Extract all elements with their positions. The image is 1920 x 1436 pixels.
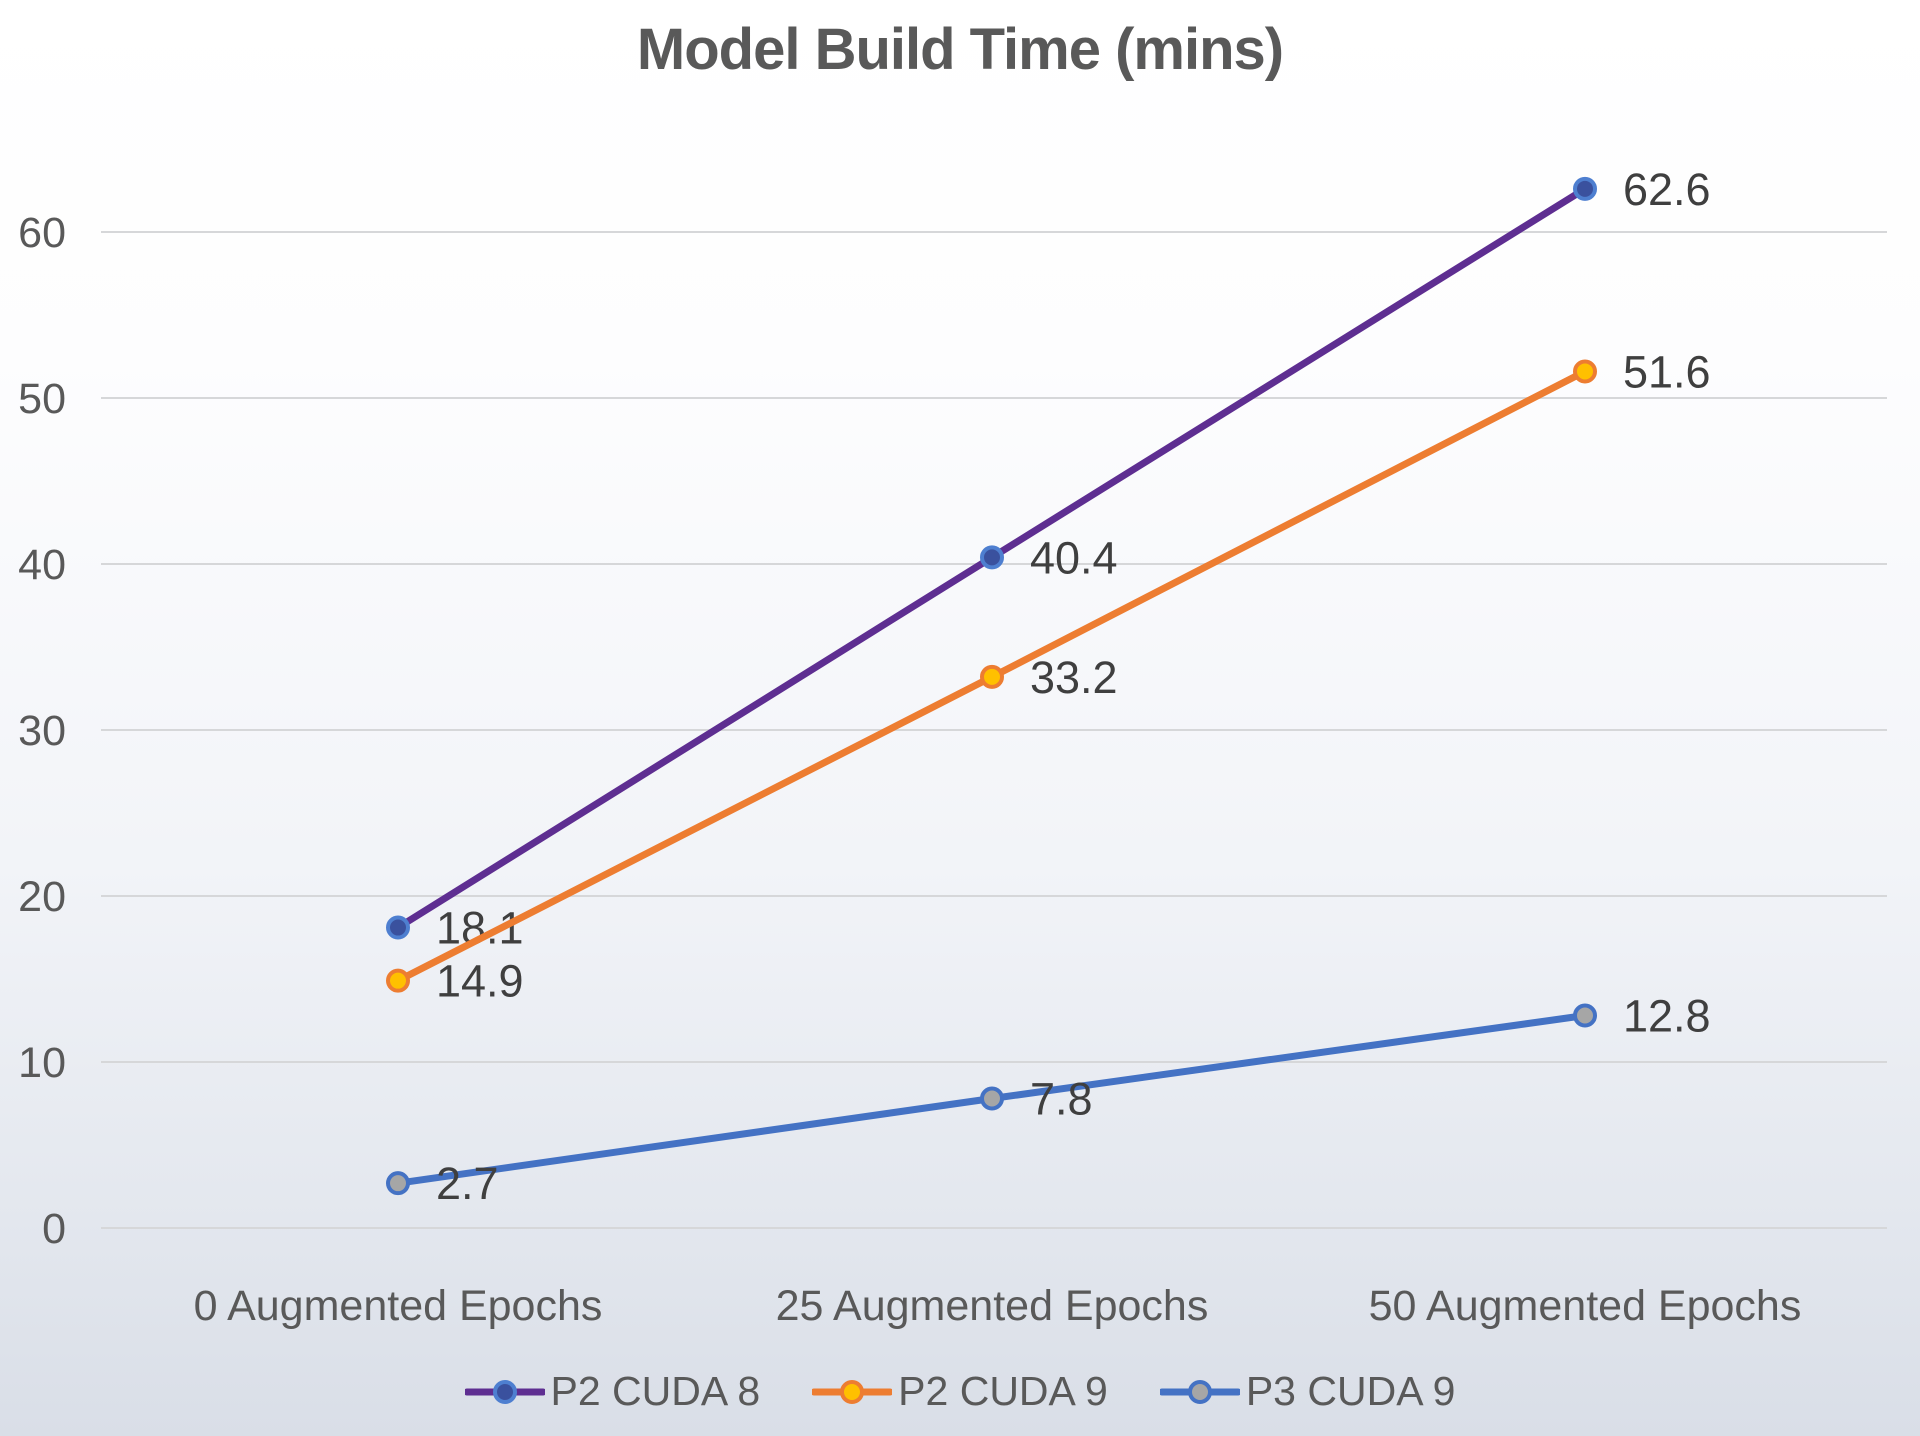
data-label: 33.2 (1030, 652, 1118, 703)
data-label: 40.4 (1030, 532, 1118, 583)
legend-marker-icon (1159, 1379, 1240, 1404)
legend-marker-icon (812, 1379, 893, 1404)
y-axis-tick-label: 30 (18, 707, 66, 755)
data-point-marker (980, 664, 1004, 689)
y-axis-tick-label: 60 (18, 209, 66, 257)
data-point-marker (980, 545, 1004, 570)
y-axis-tick-label: 40 (18, 541, 66, 589)
data-point-marker (386, 915, 410, 940)
y-axis-tick-label: 0 (42, 1205, 66, 1253)
legend-circle (1187, 1379, 1212, 1404)
chart-title: Model Build Time (mins) (636, 17, 1284, 82)
data-point-marker (386, 968, 410, 993)
x-axis-category-label: 0 Augmented Epochs (194, 1282, 603, 1330)
legend-marker-icon (464, 1379, 545, 1404)
legend-label: P2 CUDA 8 (550, 1368, 761, 1414)
data-label: 14.9 (436, 956, 524, 1007)
y-axis-tick-label: 50 (18, 375, 66, 423)
x-axis-category-label: 50 Augmented Epochs (1369, 1282, 1802, 1330)
data-point-marker (1573, 359, 1597, 384)
data-point-marker (980, 1086, 1004, 1111)
data-label: 7.8 (1030, 1074, 1093, 1125)
legend-item-p3-cuda-9: P3 CUDA 9 (1159, 1368, 1456, 1415)
data-label: 2.7 (436, 1158, 499, 1209)
data-point-marker (1573, 176, 1597, 201)
x-axis-category-label: 25 Augmented Epochs (776, 1282, 1209, 1330)
chart-legend: P2 CUDA 8 P2 CUDA 9 P3 CUDA 9 (0, 1368, 1920, 1415)
legend-item-p2-cuda-8: P2 CUDA 8 (464, 1368, 761, 1415)
legend-label: P2 CUDA 9 (898, 1368, 1108, 1414)
legend-circle (840, 1379, 865, 1404)
legend-circle (492, 1379, 517, 1404)
legend-item-p2-cuda-9: P2 CUDA 9 (812, 1368, 1108, 1415)
data-point-marker (1573, 1003, 1597, 1028)
line-chart-plot: 0 10 20 30 40 50 60 0 Augmented Epochs 25 Augmen… (18, 164, 1887, 1330)
data-point-marker (386, 1171, 410, 1196)
data-label: 12.8 (1623, 991, 1711, 1042)
y-axis-tick-label: 10 (18, 1039, 66, 1087)
data-label: 62.6 (1623, 164, 1711, 215)
data-label: 18.1 (436, 903, 524, 954)
y-axis-tick-label: 20 (18, 873, 66, 921)
data-label: 51.6 (1623, 346, 1711, 397)
legend-label: P3 CUDA 9 (1245, 1368, 1456, 1414)
